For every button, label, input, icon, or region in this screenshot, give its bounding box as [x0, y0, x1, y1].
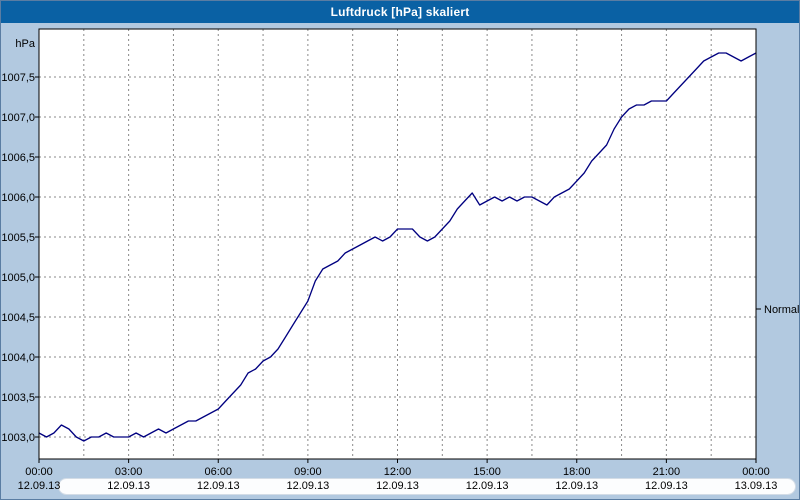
x-tick-date-label: 12.09.13: [376, 480, 419, 492]
x-tick-time-label: 03:00: [115, 466, 143, 478]
pressure-chart: hPa 1003,0 1003,5 1004,0 1004,5 1005,0 1005,5…: [1, 28, 799, 492]
x-tick-date-label: 12.09.13: [18, 480, 61, 492]
x-tick-time-label: 15:00: [473, 466, 501, 478]
y-tick-label: 1006,5: [1, 152, 35, 164]
horizontal-scrollbar[interactable]: [58, 478, 796, 495]
x-tick-date-label: 12.09.13: [107, 480, 150, 492]
y-tick-label: 1004,5: [1, 312, 35, 324]
y-tick-label: 1004,0: [1, 352, 35, 364]
title-bar: Luftdruck [hPa] skaliert: [1, 1, 799, 23]
x-tick-date-label: 12.09.13: [645, 480, 688, 492]
y-tick-label: 1003,0: [1, 432, 35, 444]
x-tick-date-label: 12.09.13: [197, 480, 240, 492]
pressure-line: [38, 52, 757, 442]
y-tick-label: 1005,5: [1, 232, 35, 244]
y-tick-label: 1005,0: [1, 272, 35, 284]
x-tick-date-label: 12.09.13: [466, 480, 509, 492]
x-tick-date-label: 12.09.13: [286, 480, 329, 492]
normal-marker-label: Normal: [764, 304, 799, 316]
y-tick-label: 1007,5: [1, 72, 35, 84]
x-tick-time-label: 18:00: [563, 466, 591, 478]
x-tick-date-label: 13.09.13: [735, 480, 778, 492]
x-tick-date-label: 12.09.13: [555, 480, 598, 492]
y-tick-label: 1007,0: [1, 112, 35, 124]
y-axis-unit-label: hPa: [15, 38, 35, 50]
x-tick-time-label: 09:00: [294, 466, 322, 478]
x-tick-time-label: 21:00: [653, 466, 681, 478]
y-tick-label: 1006,0: [1, 192, 35, 204]
chart-title: Luftdruck [hPa] skaliert: [330, 5, 470, 19]
x-tick-time-label: 00:00: [742, 466, 770, 478]
x-tick-time-label: 06:00: [204, 466, 232, 478]
y-tick-label: 1003,5: [1, 392, 35, 404]
x-tick-time-label: 12:00: [384, 466, 412, 478]
x-tick-time-label: 00:00: [25, 466, 53, 478]
